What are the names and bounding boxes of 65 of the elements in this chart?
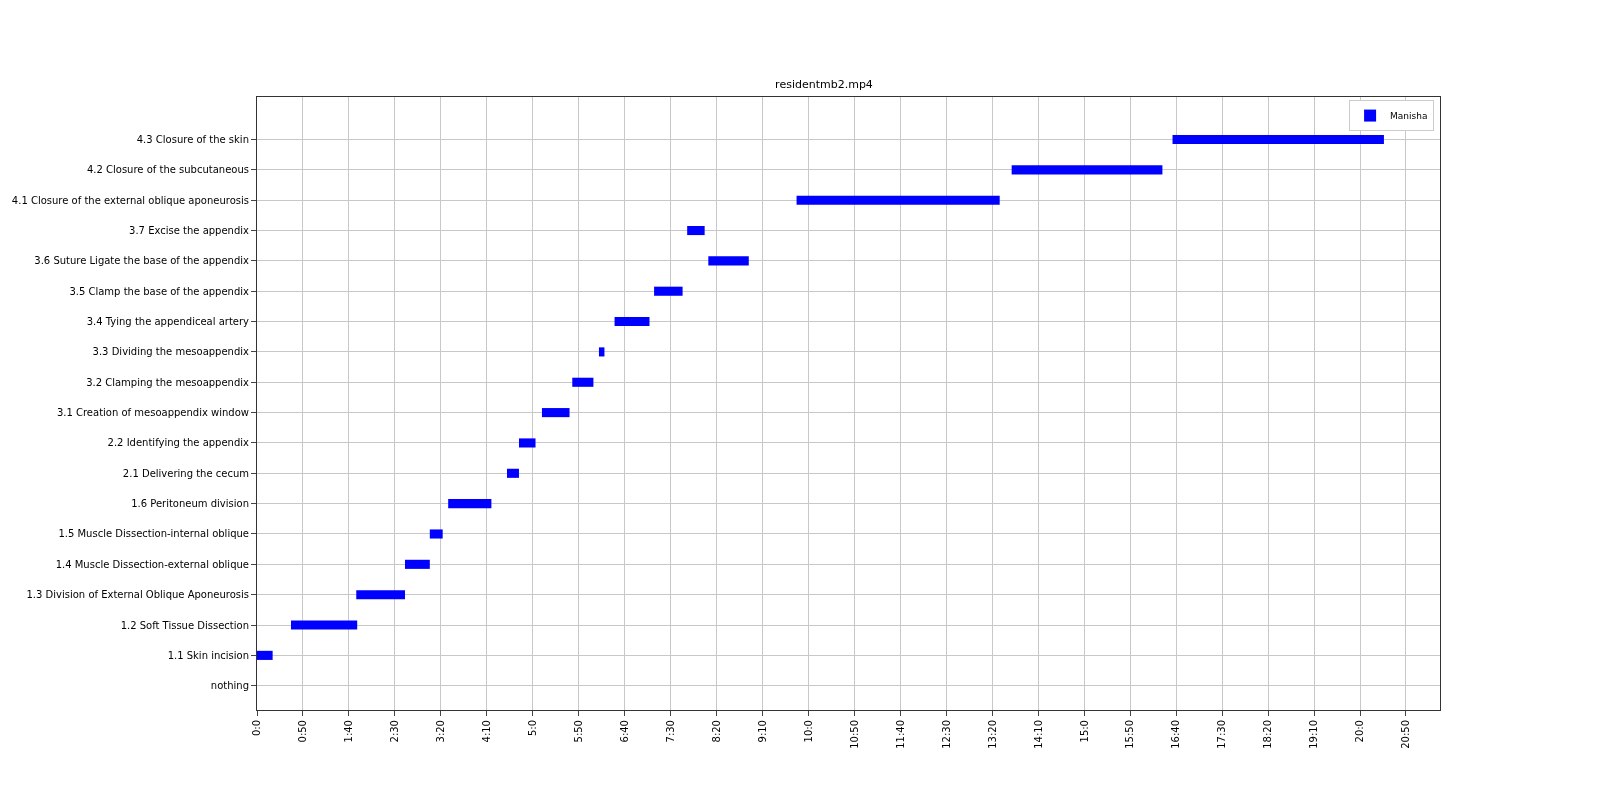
x-tick-label: 11:40 bbox=[894, 720, 906, 749]
x-tick-label: 13:20 bbox=[986, 720, 998, 749]
bar bbox=[448, 499, 492, 509]
y-tick-label: 3.3 Dividing the mesoappendix bbox=[92, 346, 250, 358]
bar bbox=[1172, 134, 1384, 145]
x-tick-label: 14:10 bbox=[1032, 720, 1044, 749]
x-tick-label: 19:10 bbox=[1308, 720, 1320, 749]
x-tick-label: 5:0 bbox=[527, 720, 539, 737]
x-tick-label: 4:10 bbox=[481, 720, 493, 743]
bar bbox=[598, 347, 605, 357]
chart-title: residentmb2.mp4 bbox=[775, 77, 873, 91]
y-tick-label: 3.7 Excise the appendix bbox=[129, 225, 250, 237]
bar bbox=[654, 286, 683, 296]
bar bbox=[404, 559, 430, 569]
y-tick-label: 1.1 Skin incision bbox=[167, 649, 249, 661]
bar bbox=[796, 195, 1000, 205]
x-tick-label: 8:20 bbox=[710, 720, 722, 743]
x-tick-label: 7:30 bbox=[664, 720, 676, 743]
legend-label: Manisha bbox=[1390, 111, 1428, 122]
y-tick-label: 1.2 Soft Tissue Dissection bbox=[120, 619, 249, 631]
x-tick-label: 6:40 bbox=[618, 720, 630, 743]
y-tick-label: 2.2 Identifying the appendix bbox=[107, 437, 250, 449]
x-tick-label: 2:30 bbox=[389, 720, 401, 743]
x-tick-label: 5:50 bbox=[572, 720, 584, 743]
bar bbox=[257, 650, 273, 660]
y-tick-label: 3.2 Clamping the mesoappendix bbox=[86, 376, 250, 388]
x-tick-label: 20:50 bbox=[1400, 720, 1412, 749]
x-tick-label: 3:20 bbox=[435, 720, 447, 743]
y-tick-label: 1.5 Muscle Dissection-internal oblique bbox=[58, 528, 249, 540]
x-tick-label: 10:0 bbox=[802, 720, 814, 743]
y-tick-label: 2.1 Delivering the cecum bbox=[122, 467, 249, 479]
y-tick-label: 4.1 Closure of the external oblique aponeurosis bbox=[11, 194, 249, 206]
x-tick-label: 20:0 bbox=[1354, 720, 1366, 743]
x-tick-label: 10:50 bbox=[848, 720, 860, 749]
bar bbox=[291, 620, 358, 630]
y-tick-label: 3.4 Tying the appendiceal artery bbox=[86, 316, 250, 328]
y-tick-label: nothing bbox=[210, 680, 249, 692]
x-tick-label: 9:10 bbox=[756, 720, 768, 743]
bar bbox=[507, 468, 519, 478]
y-tick-label: 4.3 Closure of the skin bbox=[136, 133, 249, 145]
x-tick-label: 15:0 bbox=[1078, 720, 1090, 743]
x-tick-label: 0:50 bbox=[297, 720, 309, 743]
y-tick-label: 1.4 Muscle Dissection-external oblique bbox=[55, 558, 249, 570]
bar bbox=[708, 256, 749, 266]
y-tick-label: 1.3 Division of External Oblique Aponeurosis bbox=[26, 589, 249, 601]
x-tick-label: 12:30 bbox=[940, 720, 952, 749]
y-tick-label: 1.6 Peritoneum division bbox=[131, 498, 249, 510]
x-tick-label: 18:20 bbox=[1262, 720, 1274, 749]
y-tick-label: 3.1 Creation of mesoappendix window bbox=[56, 407, 249, 419]
bar bbox=[429, 529, 443, 539]
bar bbox=[614, 317, 650, 327]
bar bbox=[541, 408, 570, 418]
x-tick-label: 17:30 bbox=[1216, 720, 1228, 749]
bar bbox=[572, 377, 594, 387]
y-tick-label: 4.2 Closure of the subcutaneous bbox=[86, 164, 249, 176]
bar bbox=[356, 590, 405, 600]
x-tick-label: 16:40 bbox=[1170, 720, 1182, 749]
x-tick-label: 1:40 bbox=[343, 720, 355, 743]
y-tick-label: 3.5 Clamp the base of the appendix bbox=[69, 285, 250, 297]
bar bbox=[1011, 165, 1163, 175]
bar bbox=[518, 438, 536, 448]
bar bbox=[687, 225, 705, 236]
x-tick-label: 15:50 bbox=[1124, 720, 1136, 749]
x-tick-label: 0:0 bbox=[251, 720, 263, 737]
y-tick-label: 3.6 Suture Ligate the base of the appendix bbox=[34, 255, 250, 267]
